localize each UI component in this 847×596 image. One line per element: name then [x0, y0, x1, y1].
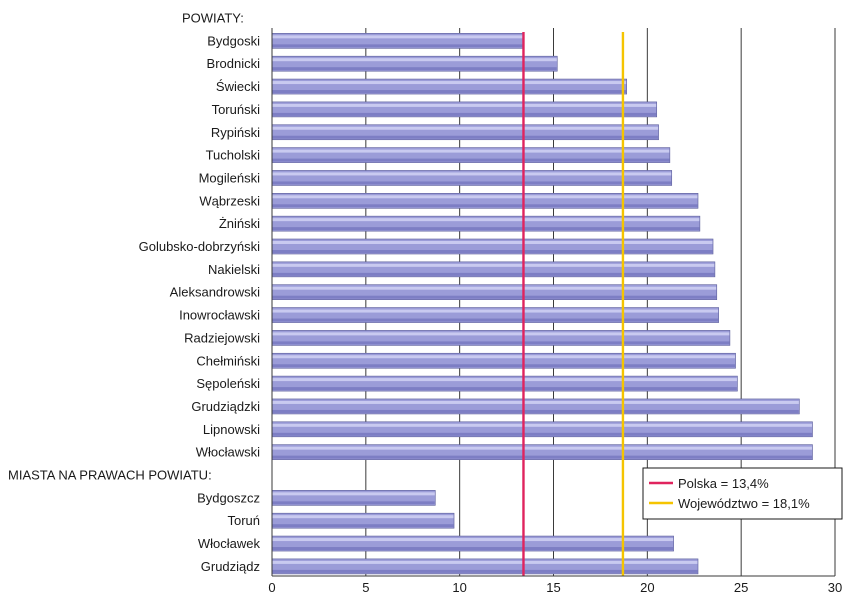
bar-shade [272, 318, 719, 322]
bar-shade [272, 90, 627, 94]
bar-highlight [272, 103, 657, 107]
category-label: Sępoleński [196, 376, 260, 391]
bar-shade [272, 364, 736, 368]
bar-shade [272, 250, 713, 253]
bar-highlight [272, 35, 523, 39]
x-tick-label: 30 [828, 580, 842, 595]
x-tick-label: 15 [546, 580, 560, 595]
bar-shade [272, 455, 812, 459]
x-axis: 0 5 10 15 20 25 30 [268, 28, 842, 595]
legend-label: Polska = 13,4% [678, 476, 769, 491]
category-label: Nakielski [208, 262, 260, 277]
bar-highlight [272, 355, 736, 359]
bar-shade [272, 409, 799, 413]
bar-shade [272, 341, 730, 345]
category-label: Mogileński [199, 170, 261, 185]
category-label: Bydgoski [207, 33, 260, 48]
x-tick-label: 0 [268, 580, 275, 595]
bar-highlight [272, 172, 672, 176]
legend: Polska = 13,4% Województwo = 18,1% [642, 467, 843, 520]
bar-highlight [272, 218, 700, 222]
bar-highlight [272, 332, 730, 336]
x-tick-label: 10 [452, 580, 466, 595]
category-label: Włocławski [196, 445, 260, 460]
category-label: Aleksandrowski [170, 285, 260, 300]
bar-highlight [272, 515, 454, 519]
section-title: POWIATY: [182, 11, 244, 26]
category-label: Lipnowski [203, 422, 260, 437]
bar-highlight [272, 263, 715, 267]
bar-shade [272, 569, 698, 573]
bar-shade [272, 181, 672, 185]
bar-highlight [272, 81, 627, 85]
reference-lines [522, 32, 625, 576]
bar-shade [272, 387, 737, 391]
category-label: Wąbrzeski [199, 193, 260, 208]
bar-shade [272, 44, 523, 48]
category-label: Świecki [216, 79, 260, 94]
bar-shade [272, 135, 659, 139]
category-label: Toruń [227, 513, 260, 528]
bar-highlight [272, 423, 812, 427]
category-label: Chełmiński [196, 353, 260, 368]
bar-shade [272, 227, 700, 231]
category-labels: POWIATY: Bydgoski Brodnicki Świecki Toruński… [8, 11, 260, 574]
category-label: Inowrocławski [179, 308, 260, 323]
bar-shade [272, 272, 715, 276]
bar-shade [272, 547, 674, 551]
section-title: MIASTA NA PRAWACH POWIATU: [8, 468, 212, 483]
bar-shade [272, 524, 454, 528]
bar-shade [272, 501, 435, 505]
bar-highlight [272, 538, 674, 542]
bar-highlight [272, 492, 435, 496]
x-tick-label: 20 [640, 580, 654, 595]
category-label: Tucholski [206, 148, 261, 163]
bar-shade [272, 295, 717, 299]
bars [271, 33, 813, 575]
bar-shade [272, 158, 670, 162]
bar-highlight [272, 286, 717, 290]
bar-shade [272, 67, 557, 71]
x-tick-label: 5 [362, 580, 369, 595]
bar-highlight [272, 58, 557, 62]
bar-shade [272, 432, 812, 436]
bar-highlight [272, 241, 713, 244]
category-label: Brodnicki [207, 56, 261, 71]
legend-box [642, 467, 843, 520]
bar-shade [272, 204, 698, 208]
bar-highlight [272, 378, 737, 382]
bar-highlight [272, 195, 698, 199]
category-label: Żniński [219, 216, 260, 231]
category-label: Grudziądz [201, 559, 260, 574]
category-label: Toruński [212, 102, 261, 117]
x-tick-label: 25 [734, 580, 748, 595]
category-label: Bydgoszcz [197, 490, 260, 505]
bar-highlight [272, 309, 719, 313]
bar-shade [272, 112, 657, 116]
category-label: Rypiński [211, 125, 260, 140]
category-label: Radziejowski [184, 330, 260, 345]
category-label: Włocławek [198, 536, 261, 551]
bar-highlight [272, 560, 698, 564]
legend-label: Województwo = 18,1% [678, 496, 810, 511]
grid [365, 28, 836, 576]
category-label: Grudziądzki [191, 399, 260, 414]
bar-highlight [272, 126, 659, 130]
bar-highlight [272, 400, 799, 404]
category-label: Golubsko-dobrzyński [139, 239, 260, 254]
bar-highlight [272, 446, 812, 450]
bar-highlight [272, 149, 670, 153]
